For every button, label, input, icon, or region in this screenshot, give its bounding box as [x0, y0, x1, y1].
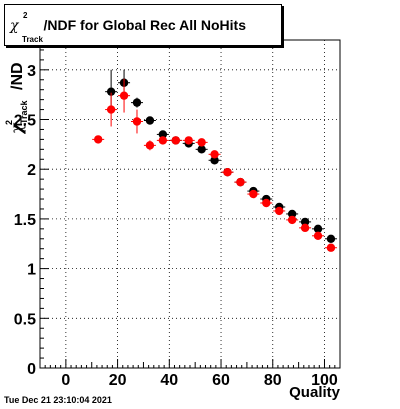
data-point	[249, 189, 258, 199]
data-point	[313, 224, 323, 234]
data-point	[300, 217, 310, 227]
data-point	[184, 136, 193, 145]
chart-title-box: 2 Track χ/NDF for Global Rec All NoHits	[4, 4, 282, 46]
data-point	[106, 105, 116, 114]
data-point	[197, 138, 206, 147]
data-point	[326, 243, 336, 252]
x-tick-label: 40	[160, 372, 178, 389]
data-point	[287, 209, 297, 219]
plot-frame	[39, 39, 341, 369]
title-superscript: 2	[23, 11, 28, 20]
y-axis-label-sub: Track	[19, 99, 29, 124]
data-point	[326, 234, 336, 243]
data-point	[313, 231, 323, 241]
y-tick-label: 1.5	[14, 212, 36, 229]
data-point	[119, 91, 129, 100]
y-tick-label: 0	[27, 361, 36, 378]
y-axis-label-chi: χ	[7, 122, 26, 134]
axis-layer: 0 20 40 60 80 100 0 0.5 1 1.5 2 2.5 3	[14, 39, 338, 389]
chart-title: χ/NDF for Global Rec All NoHits	[10, 17, 246, 34]
data-point	[197, 145, 206, 154]
series-1	[92, 78, 337, 252]
title-subscript: Track	[22, 35, 43, 44]
y-axis-label-sup: 2	[4, 120, 14, 125]
data-point	[287, 215, 297, 225]
data-point	[300, 223, 310, 233]
data-point	[106, 87, 116, 96]
data-point	[236, 177, 245, 187]
data-point	[275, 206, 284, 216]
y-tick-label: 3	[27, 63, 36, 80]
x-tick-label: 80	[264, 372, 282, 389]
series-layer	[92, 69, 337, 252]
data-point	[158, 130, 168, 139]
y-tick-label: 2	[27, 162, 36, 179]
y-axis-label: χ 2 Track /ND	[4, 62, 29, 134]
data-point	[223, 167, 232, 177]
data-point	[93, 135, 103, 144]
x-tick-label: 0	[61, 372, 70, 389]
data-point	[132, 117, 142, 126]
data-point	[158, 136, 168, 145]
grid-layer	[40, 40, 340, 369]
y-tick-label: 1	[27, 262, 36, 279]
y-tick-label: 0.5	[14, 311, 36, 328]
x-tick-label: 100	[311, 372, 338, 389]
data-point	[262, 198, 271, 208]
data-point	[210, 156, 219, 165]
data-point	[145, 141, 155, 150]
y-tick-label: 2.5	[14, 113, 36, 130]
y-axis-label-suffix: /ND	[9, 62, 26, 90]
x-axis-label: Quality	[289, 384, 340, 401]
data-point	[171, 136, 180, 145]
title-text: /NDF for Global Rec All NoHits	[43, 17, 246, 33]
data-point	[132, 98, 142, 107]
x-tick-label: 60	[212, 372, 230, 389]
data-point	[145, 116, 155, 125]
x-tick-label: 20	[109, 372, 127, 389]
title-chi-symbol: χ	[10, 18, 19, 34]
data-point	[210, 150, 219, 159]
timestamp: Tue Dec 21 23:10:04 2021	[4, 395, 112, 405]
